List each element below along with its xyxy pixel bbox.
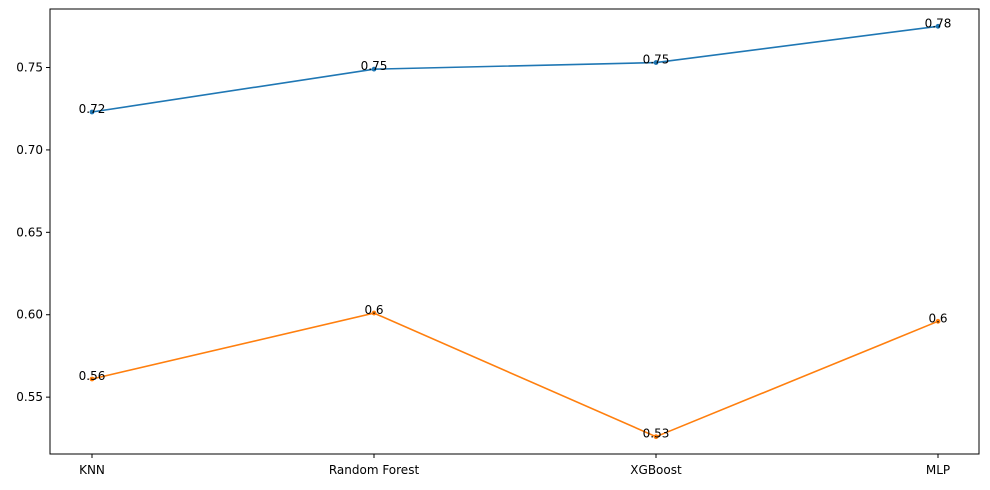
x-tick-label: KNN — [79, 463, 105, 477]
data-label: 0.72 — [79, 102, 106, 116]
series-1-point — [89, 109, 95, 115]
data-label: 0.75 — [643, 53, 670, 67]
series-1-point — [935, 23, 941, 29]
y-tick-label: 0.60 — [16, 308, 43, 322]
data-label: 0.75 — [361, 59, 388, 73]
data-label: 0.6 — [928, 311, 947, 325]
axes — [49, 8, 980, 455]
series-layer — [89, 23, 941, 440]
series-2-point — [935, 318, 941, 324]
series-1-point — [653, 60, 659, 65]
data-label-layer: 0.72 0.75 0.75 0.78 0.56 0.6 0.53 0.6 — [79, 16, 952, 440]
data-label: 0.56 — [79, 369, 106, 383]
x-axis-ticks: KNN Random Forest XGBoost MLP — [79, 454, 950, 477]
data-label: 0.6 — [364, 303, 383, 317]
series-2-point — [653, 434, 659, 440]
plot-frame — [49, 8, 980, 455]
x-tick-label: MLP — [926, 463, 950, 477]
series-1-point — [371, 66, 377, 72]
series-2-point — [89, 376, 95, 382]
x-tick-label: Random Forest — [329, 463, 420, 477]
y-tick-label: 0.75 — [16, 61, 43, 75]
series-2-point — [371, 310, 377, 316]
series-1-line — [91, 25, 939, 113]
x-tick-label: XGBoost — [630, 463, 682, 477]
y-tick-label: 0.55 — [16, 390, 43, 404]
y-tick-label: 0.65 — [16, 225, 43, 239]
data-label: 0.53 — [643, 427, 670, 441]
y-tick-label: 0.70 — [16, 143, 43, 157]
series-2-line — [91, 312, 939, 438]
data-label: 0.78 — [925, 16, 952, 30]
y-axis-ticks: 0.55 0.60 0.65 0.70 0.75 — [16, 61, 50, 404]
